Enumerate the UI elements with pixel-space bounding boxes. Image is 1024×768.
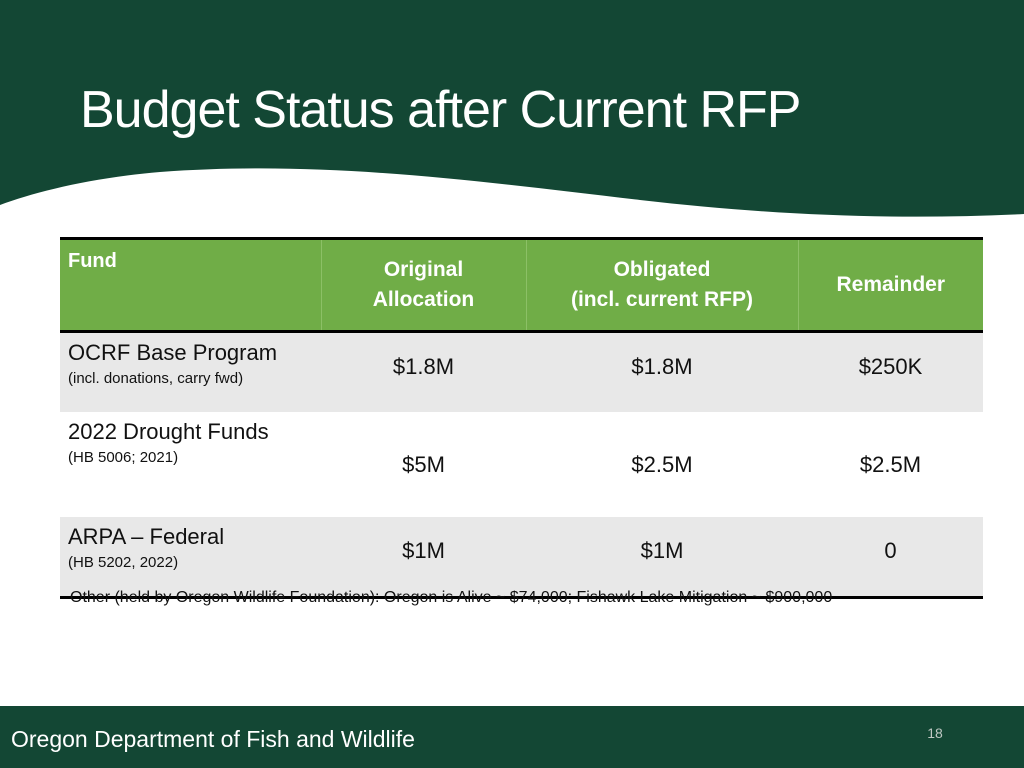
original-allocation-cell: $1.8M <box>321 331 526 412</box>
column-header-original-allocation: Original Allocation <box>321 238 527 333</box>
obligated-cell: $1.8M <box>526 331 798 412</box>
table-header-row: Fund Original Allocation Obligated (incl… <box>60 238 983 333</box>
fund-note: (incl. donations, carry fwd) <box>68 370 244 388</box>
table-row: 2022 Drought Funds (HB 5006; 2021) $5M $… <box>60 412 983 517</box>
original-allocation-cell: $5M <box>321 412 526 517</box>
budget-table: Fund Original Allocation Obligated (incl… <box>60 237 983 599</box>
remainder-cell: $250K <box>798 331 983 412</box>
obligated-value: $1M <box>640 537 684 563</box>
fund-cell: OCRF Base Program (incl. donations, carr… <box>60 331 321 412</box>
original-allocation-cell: $1M <box>321 517 526 598</box>
other-funds-note: Other (held by Oregon Wildlife Foundatio… <box>70 589 833 606</box>
fund-note: (HB 5006; 2021) <box>68 449 179 467</box>
table-row: ARPA – Federal (HB 5202, 2022) $1M $1M 0 <box>60 517 983 598</box>
remainder-value: $250K <box>858 353 923 379</box>
fund-name: 2022 Drought Funds <box>68 419 269 444</box>
remainder-value: 0 <box>884 537 897 563</box>
header-wave-background <box>0 0 1024 217</box>
column-header-fund: Fund <box>60 238 322 333</box>
column-header-original-line1: Original <box>383 258 464 282</box>
page-number: 18 <box>927 725 943 741</box>
fund-note: (HB 5202, 2022) <box>68 554 179 572</box>
fund-cell: 2022 Drought Funds (HB 5006; 2021) <box>60 412 321 517</box>
obligated-value: $2.5M <box>631 451 693 477</box>
column-header-remainder: Remainder <box>798 238 983 333</box>
table-row: OCRF Base Program (incl. donations, carr… <box>60 331 983 412</box>
original-allocation-value: $5M <box>402 451 445 477</box>
fund-cell: ARPA – Federal (HB 5202, 2022) <box>60 517 321 598</box>
original-allocation-value: $1M <box>402 537 445 563</box>
fund-name: ARPA – Federal <box>68 524 225 549</box>
remainder-value: $2.5M <box>859 451 922 477</box>
obligated-cell: $2.5M <box>526 412 798 517</box>
obligated-cell: $1M <box>526 517 798 598</box>
obligated-value: $1.8M <box>631 353 693 379</box>
original-allocation-value: $1.8M <box>392 353 455 379</box>
column-header-obligated-line2: (incl. current RFP) <box>570 288 754 311</box>
remainder-cell: $2.5M <box>798 412 983 517</box>
header-wave-shape <box>0 0 1024 217</box>
footer-organization: Oregon Department of Fish and Wildlife <box>11 726 415 752</box>
column-header-original-line2: Allocation <box>372 288 475 311</box>
footer-bar: Oregon Department of Fish and Wildlife 1… <box>0 706 1024 768</box>
remainder-cell: 0 <box>798 517 983 598</box>
fund-name: OCRF Base Program <box>68 340 278 365</box>
column-header-obligated: Obligated (incl. current RFP) <box>526 238 799 333</box>
slide-title: Budget Status after Current RFP <box>80 81 801 139</box>
column-header-obligated-line1: Obligated <box>613 258 711 282</box>
